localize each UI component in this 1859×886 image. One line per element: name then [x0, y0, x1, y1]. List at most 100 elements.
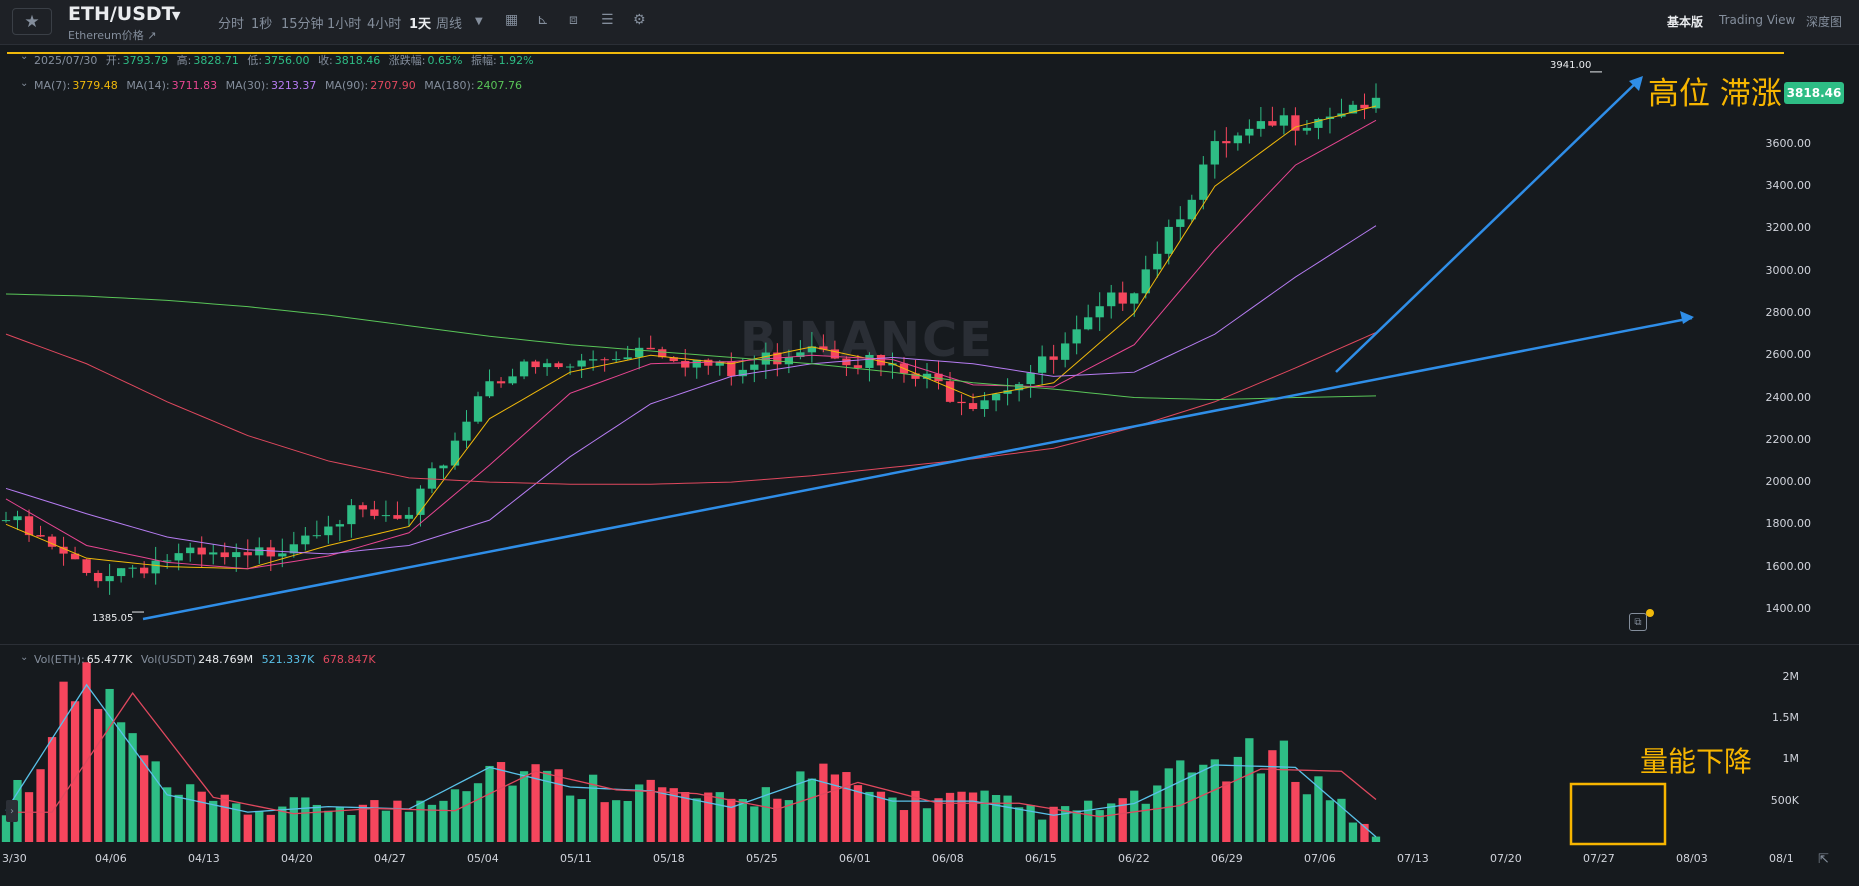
alert-dot-icon: [1646, 609, 1654, 617]
candle-body: [658, 349, 667, 358]
ohlc-date: 2025/07/30: [34, 54, 98, 67]
favorite-star-icon[interactable]: ★: [12, 8, 52, 35]
candle-body: [669, 357, 678, 362]
candle-body: [1233, 135, 1242, 144]
candle-body: [1199, 164, 1208, 200]
volume-bar: [209, 800, 218, 842]
timeframe-tab[interactable]: 周线: [436, 17, 463, 32]
candle-body: [485, 381, 494, 397]
ohlc-info: 2025/07/30 开: 3793.79 高: 3828.71 低: 3756.00…: [34, 52, 539, 68]
candle-body: [1245, 128, 1254, 136]
volume-bar: [140, 755, 149, 842]
volume-bar: [853, 785, 863, 842]
candle-body: [312, 535, 321, 537]
candle-type-icon[interactable]: ⧈: [569, 12, 578, 28]
candle-body: [1210, 141, 1219, 165]
ma-collapse-icon[interactable]: ⌄: [20, 78, 29, 89]
volume-bar: [347, 814, 356, 842]
symbol-subtitle-link[interactable]: Ethereum价格 ↗: [68, 29, 157, 42]
volume-bar: [807, 778, 817, 842]
volume-bar: [1256, 773, 1266, 842]
volume-bar: [1348, 822, 1358, 842]
candle-body: [93, 572, 103, 582]
vol-collapse-icon[interactable]: ⌄: [20, 652, 29, 663]
volume-bar: [554, 769, 563, 842]
volume-bar: [934, 798, 943, 842]
draw-tools-icon[interactable]: ⊾: [537, 12, 549, 28]
vol-eth-value: 65.477K: [86, 653, 133, 666]
candle-body: [1279, 115, 1289, 126]
scale-toggle-icon[interactable]: ⇱: [1818, 852, 1829, 867]
candle-body: [945, 381, 955, 402]
volume-bar: [784, 800, 794, 842]
volume-axis-label: 2M: [1782, 669, 1800, 683]
candle-body: [1014, 384, 1024, 391]
volume-bar: [623, 800, 632, 842]
ohlc-high-label: 高:: [176, 54, 192, 67]
volume-bar: [945, 792, 955, 842]
timeframe-tab[interactable]: 1秒: [251, 17, 273, 32]
candle-body: [105, 576, 114, 582]
candle-body: [174, 553, 183, 561]
volume-bar: [957, 791, 966, 842]
candle-body: [554, 363, 563, 368]
candle-body: [1037, 356, 1047, 373]
candle-body: [1222, 141, 1231, 144]
candle-body: [220, 552, 229, 558]
volume-bar: [220, 794, 229, 842]
candle-body: [1360, 104, 1369, 109]
price-axis-label: 3400.00: [1765, 179, 1812, 193]
volume-bar: [439, 800, 448, 842]
settings-gear-icon[interactable]: ⚙: [633, 12, 646, 28]
ma90-value: 2707.90: [370, 79, 416, 92]
view-tab-depth[interactable]: 深度图: [1806, 15, 1843, 29]
indicators-icon[interactable]: ☰: [601, 12, 614, 28]
candle-body: [1268, 121, 1277, 126]
timeframe-tab[interactable]: 1小时: [327, 17, 362, 32]
annotation-top: 高位 滞涨: [1648, 76, 1782, 112]
candle-body: [393, 515, 402, 519]
price-axis-label: 2600.00: [1765, 348, 1812, 362]
volume-axis-label: 500K: [1770, 793, 1799, 807]
view-tab-tradingview[interactable]: Trading View: [1719, 13, 1796, 27]
candle-body: [24, 516, 34, 536]
timeframe-tab[interactable]: 4小时: [367, 17, 402, 32]
low-marker-label: 1385.05: [92, 613, 134, 624]
ohlc-low: 3756.00: [264, 54, 310, 67]
timeframe-tab[interactable]: 15分钟: [281, 17, 324, 32]
pane-divider[interactable]: [0, 644, 1859, 645]
volume-bar: [727, 798, 736, 842]
symbol-title[interactable]: ETH/USDT: [68, 3, 175, 25]
ohlc-amp-label: 振幅:: [470, 54, 497, 67]
candle-body: [1314, 119, 1323, 128]
ohlc-amp: 1.92%: [498, 54, 534, 67]
volume-bar: [1003, 795, 1012, 842]
volume-bar: [473, 783, 483, 842]
vol-usdt-value: 248.769M: [198, 653, 254, 666]
candle-body: [151, 560, 160, 574]
ma14-line: [5, 119, 1377, 570]
scroll-left-icon[interactable]: ›: [6, 800, 18, 822]
symbol-dropdown-icon[interactable]: ▼: [172, 9, 181, 22]
volume-bar: [335, 807, 345, 842]
ma14-value: 3711.83: [171, 79, 218, 92]
price-axis-label: 3200.00: [1765, 221, 1812, 235]
timeframe-tab-active[interactable]: 1天: [409, 17, 432, 32]
candle-body: [347, 505, 356, 525]
candle-body: [968, 403, 978, 410]
ohlc-collapse-icon[interactable]: ⌄: [20, 51, 29, 62]
calendar-icon[interactable]: ▦: [505, 12, 519, 28]
volume-bar: [531, 764, 540, 842]
alert-bell-icon[interactable]: ⧉: [1629, 613, 1647, 631]
more-timeframes-icon[interactable]: ▼: [475, 16, 483, 27]
ohlc-close-label: 收:: [318, 54, 333, 67]
candle-body: [1141, 269, 1150, 294]
vol-legend: Vol(ETH): 65.477K Vol(USDT) 248.769M 521.3…: [34, 653, 381, 666]
view-tab-basic[interactable]: 基本版: [1667, 15, 1704, 29]
candle-body: [519, 361, 529, 377]
candle-body: [1164, 226, 1173, 254]
candle-body: [255, 547, 264, 556]
volume-bar: [1337, 798, 1346, 842]
timeframe-tab[interactable]: 分时: [218, 17, 245, 32]
